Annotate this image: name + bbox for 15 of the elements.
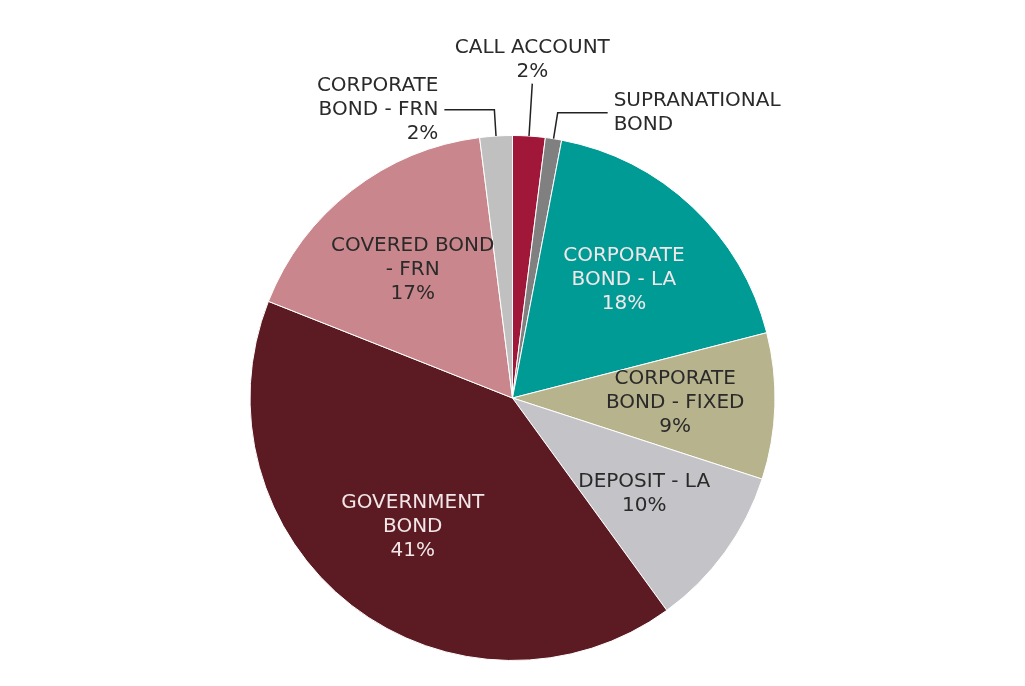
data-label: 10% bbox=[621, 491, 667, 516]
slice-label: CORPORATE BOND - FRN bbox=[316, 72, 439, 121]
data-label: 2% bbox=[406, 120, 439, 145]
slice-label: DEPOSIT - LA bbox=[578, 467, 711, 492]
slice-label: CORPORATE BOND - LA bbox=[563, 241, 685, 290]
data-label: 17% bbox=[390, 279, 435, 304]
data-label: 2% bbox=[516, 57, 549, 82]
slice-label: CALL ACCOUNT bbox=[454, 33, 611, 58]
slice-label: SUPRANATIONAL BOND bbox=[613, 87, 782, 136]
slice-label: GOVERNMENT BOND bbox=[341, 488, 486, 537]
data-label: 41% bbox=[390, 536, 435, 561]
data-label: 9% bbox=[659, 413, 692, 438]
slice-label: CORPORATE BOND - FIXED bbox=[605, 365, 745, 414]
slice-label: COVERED BOND - FRN bbox=[331, 231, 495, 280]
data-label: 18% bbox=[601, 289, 647, 314]
